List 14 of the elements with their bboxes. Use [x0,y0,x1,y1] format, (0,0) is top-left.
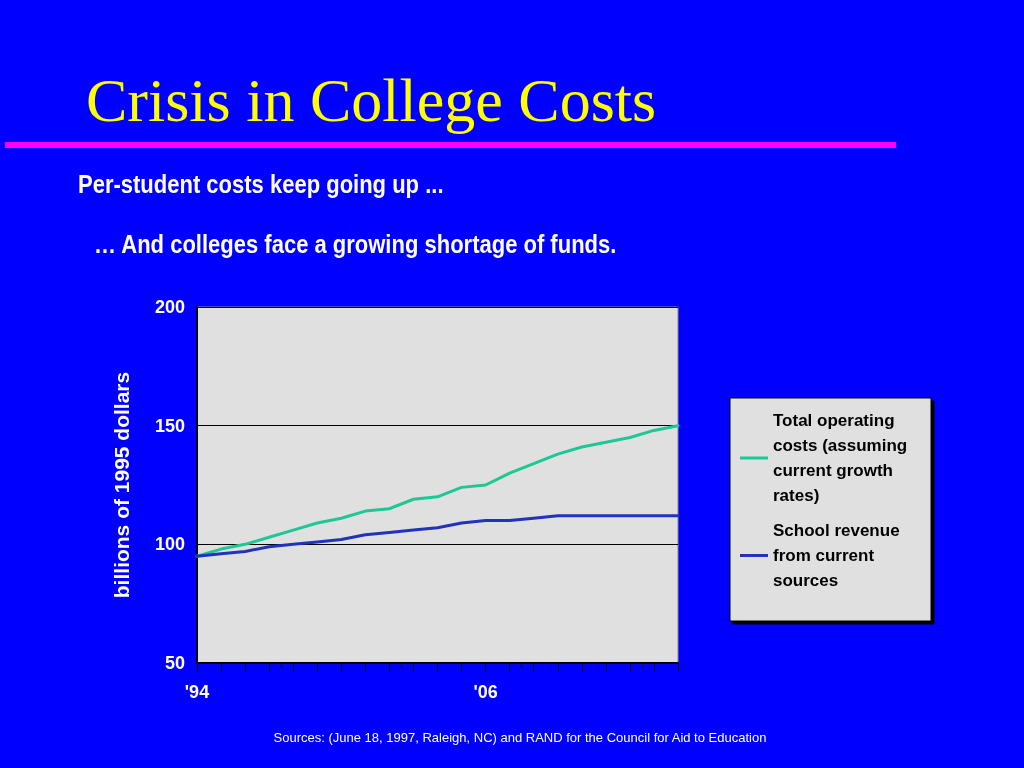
text: Per-student costs keep going up ... … And colleges face a growing shortage of funds. [78,170,617,258]
x-tick-label: '06 [473,682,498,702]
y-tick-label: 50 [164,653,185,673]
y-tick-label: 200 [154,297,185,317]
line-series [195,514,680,558]
y-tick-label: 100 [154,534,185,555]
line-series [195,424,680,558]
chart-title: Crisis in College Costs [86,65,657,136]
legend-label: School revenue from current sources [773,521,905,590]
y-tick-label: 150 [154,415,185,436]
x-tick-label: '94 [184,682,210,702]
source-note: Sources: (June 18, 1997, Raleigh, NC) and RAND for the Council for Aid to Education [272,730,768,745]
y-axis-title: billions of 1995 dollars [110,371,133,599]
legend-label: Total operating costs (assuming current growth rates) [773,411,912,505]
